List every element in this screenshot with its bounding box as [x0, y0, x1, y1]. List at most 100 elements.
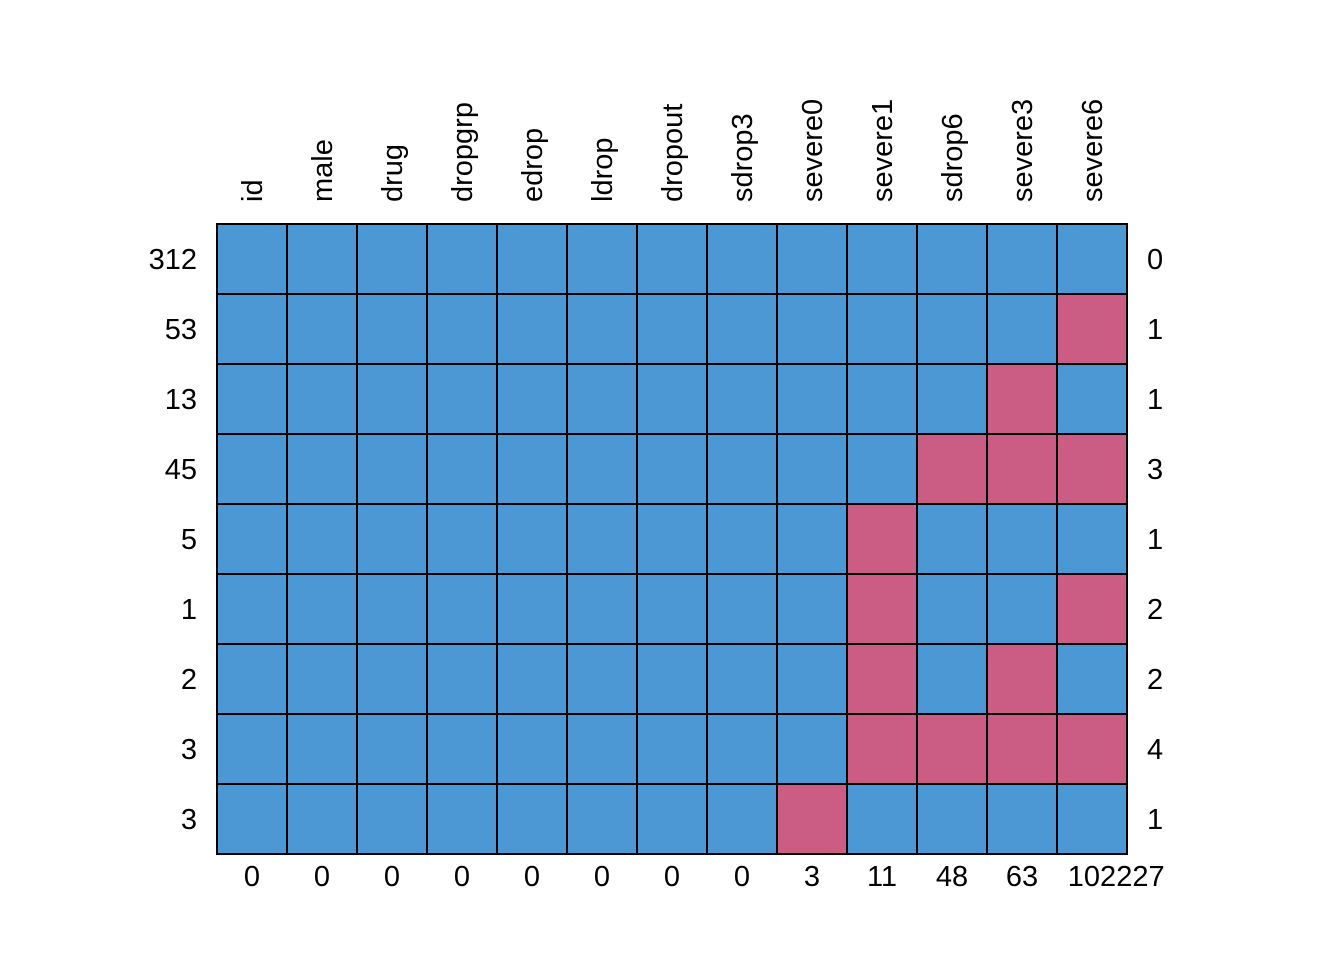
pattern-cell	[986, 503, 1058, 575]
column-label: severe6	[1077, 99, 1109, 202]
column-missing-label: 48	[936, 861, 968, 893]
pattern-cell	[846, 223, 918, 295]
pattern-cell	[216, 223, 288, 295]
pattern-cell	[496, 223, 568, 295]
pattern-cell	[496, 363, 568, 435]
pattern-cell	[706, 363, 778, 435]
pattern-cell	[846, 293, 918, 365]
pattern-cell	[636, 783, 708, 855]
pattern-cell	[216, 713, 288, 785]
pattern-cell	[356, 503, 428, 575]
pattern-cell	[986, 293, 1058, 365]
pattern-cell	[776, 293, 848, 365]
pattern-cell	[986, 643, 1058, 715]
row-count-label: 312	[149, 244, 197, 276]
pattern-cell	[496, 713, 568, 785]
pattern-cell	[496, 643, 568, 715]
pattern-cell	[986, 783, 1058, 855]
pattern-cell	[1056, 783, 1128, 855]
pattern-cell	[986, 713, 1058, 785]
pattern-cell	[216, 433, 288, 505]
pattern-cell	[356, 643, 428, 715]
pattern-cell	[1056, 363, 1128, 435]
column-label: dropout	[657, 104, 689, 202]
pattern-cell	[636, 643, 708, 715]
pattern-cell	[566, 363, 638, 435]
pattern-cell	[776, 643, 848, 715]
pattern-cell	[636, 223, 708, 295]
pattern-cell	[216, 643, 288, 715]
column-label: drug	[377, 144, 409, 202]
pattern-cell	[566, 643, 638, 715]
pattern-cell	[426, 713, 498, 785]
pattern-cell	[846, 783, 918, 855]
column-label: edrop	[517, 128, 549, 202]
pattern-cell	[916, 573, 988, 645]
pattern-cell	[916, 643, 988, 715]
row-missing-label: 1	[1147, 384, 1163, 416]
pattern-cell	[216, 363, 288, 435]
pattern-cell	[706, 573, 778, 645]
pattern-cell	[636, 363, 708, 435]
pattern-cell	[356, 573, 428, 645]
pattern-cells	[216, 223, 1128, 855]
row-missing-labels: 0 1 1 3 1 2 2 4 1	[1147, 244, 1163, 836]
column-missing-label: 63	[1006, 861, 1038, 893]
pattern-cell	[356, 783, 428, 855]
pattern-cell	[356, 223, 428, 295]
pattern-cell	[986, 433, 1058, 505]
pattern-cell	[636, 713, 708, 785]
pattern-cell	[776, 783, 848, 855]
column-missing-label: 0	[314, 861, 330, 893]
pattern-cell	[706, 643, 778, 715]
pattern-cell	[496, 503, 568, 575]
pattern-cell	[286, 433, 358, 505]
pattern-cell	[916, 223, 988, 295]
pattern-cell	[496, 783, 568, 855]
row-count-label: 53	[165, 314, 197, 346]
row-missing-label: 3	[1147, 454, 1163, 486]
pattern-cell	[916, 713, 988, 785]
row-count-label: 3	[181, 804, 197, 836]
pattern-cell	[1056, 293, 1128, 365]
pattern-cell	[636, 573, 708, 645]
pattern-cell	[916, 503, 988, 575]
column-label: male	[307, 139, 339, 202]
pattern-cell	[566, 223, 638, 295]
pattern-cell	[286, 363, 358, 435]
pattern-cell	[1056, 573, 1128, 645]
column-missing-label: 3	[804, 861, 820, 893]
column-label: severe0	[797, 99, 829, 202]
pattern-cell	[636, 293, 708, 365]
row-missing-label: 4	[1147, 734, 1163, 766]
column-missing-label: 0	[664, 861, 680, 893]
row-missing-label: 2	[1147, 664, 1163, 696]
pattern-cell	[706, 433, 778, 505]
pattern-cell	[356, 293, 428, 365]
pattern-cell	[356, 363, 428, 435]
pattern-cell	[286, 503, 358, 575]
column-label: ldrop	[587, 138, 619, 203]
pattern-cell	[706, 503, 778, 575]
column-missing-label: 0	[244, 861, 260, 893]
row-count-label: 45	[165, 454, 197, 486]
pattern-cell	[1056, 503, 1128, 575]
pattern-cell	[566, 503, 638, 575]
pattern-cell	[286, 573, 358, 645]
pattern-cell	[846, 363, 918, 435]
column-label: severe3	[1007, 99, 1039, 202]
pattern-cell	[216, 293, 288, 365]
row-missing-label: 1	[1147, 524, 1163, 556]
row-missing-label: 1	[1147, 804, 1163, 836]
row-count-label: 13	[165, 384, 197, 416]
row-count-label: 3	[181, 734, 197, 766]
row-count-label: 5	[181, 524, 197, 556]
pattern-cell	[426, 573, 498, 645]
pattern-cell	[286, 293, 358, 365]
pattern-cell	[846, 433, 918, 505]
pattern-cell	[286, 643, 358, 715]
row-missing-label: 0	[1147, 244, 1163, 276]
pattern-cell	[496, 573, 568, 645]
column-missing-label: 0	[524, 861, 540, 893]
pattern-cell	[776, 503, 848, 575]
